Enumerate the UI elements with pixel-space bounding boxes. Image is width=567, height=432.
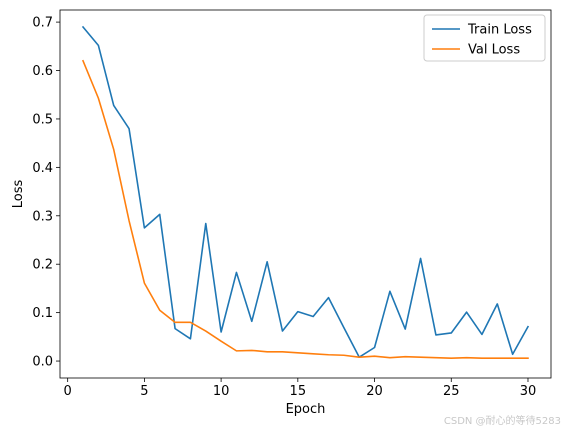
plot-frame	[59, 9, 552, 379]
y-tick-label: 0.5	[32, 112, 53, 127]
y-tick-label: 0.6	[32, 64, 53, 79]
y-tick-label: 0.3	[32, 209, 53, 224]
y-axis-ticks: 0.0 0.1 0.2 0.3 0.4 0.5 0.6 0.7	[32, 16, 60, 370]
legend-label-train-loss: Train Loss	[467, 23, 532, 38]
x-tick-label: 20	[366, 384, 383, 399]
y-axis-label: Loss	[11, 180, 26, 209]
y-tick-label: 0.7	[32, 16, 53, 31]
legend: Train Loss Val Loss	[423, 14, 546, 62]
x-tick-label: 0	[64, 384, 72, 399]
x-tick-label: 5	[140, 384, 148, 399]
train-loss-line	[81, 25, 530, 358]
y-tick-label: 0.1	[32, 306, 53, 321]
x-tick-label: 30	[520, 384, 537, 399]
plot-lines	[81, 25, 530, 359]
legend-label-val-loss: Val Loss	[468, 43, 520, 58]
y-tick-label: 0.0	[32, 355, 53, 370]
y-tick-label: 0.2	[32, 258, 53, 273]
val-loss-line	[81, 59, 529, 359]
x-axis-ticks: 0 5 10 15 20 25 30	[64, 378, 537, 399]
x-tick-label: 25	[443, 384, 460, 399]
watermark: CSDN @耐心的等待5283	[443, 416, 561, 427]
x-tick-label: 15	[290, 384, 307, 399]
x-tick-label: 10	[213, 384, 230, 399]
x-axis-label: Epoch	[286, 402, 326, 417]
y-tick-label: 0.4	[32, 161, 53, 176]
